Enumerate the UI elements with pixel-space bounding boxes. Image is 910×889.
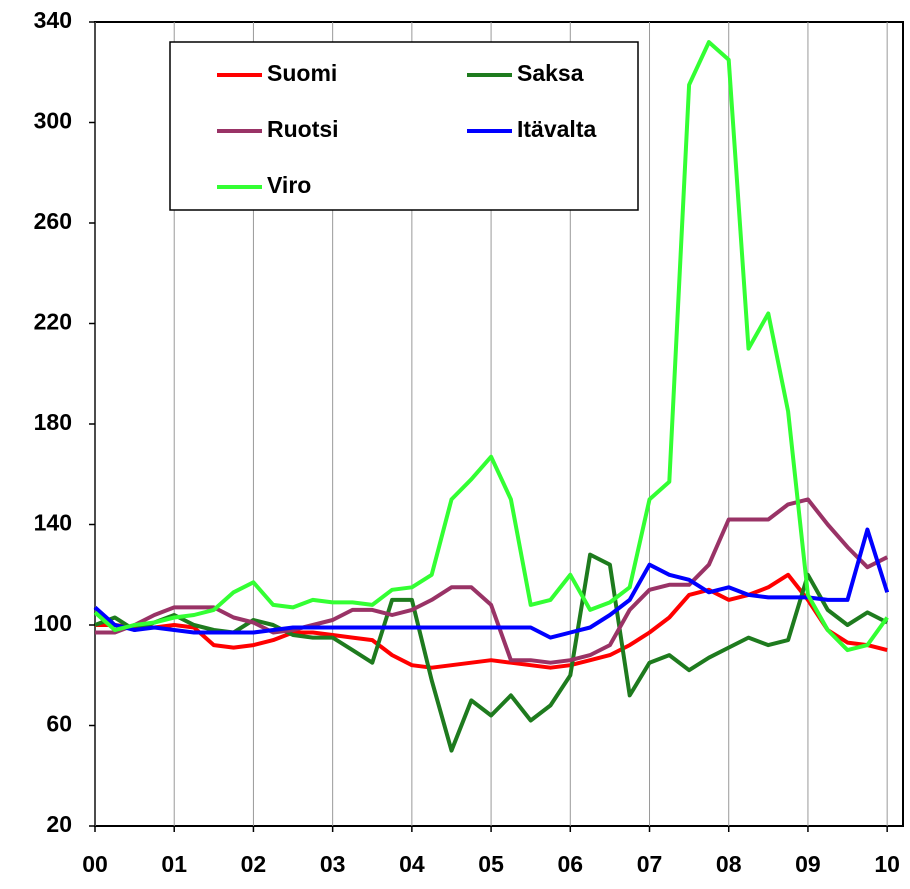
- legend-box: [169, 41, 639, 211]
- x-tick-label: 06: [557, 851, 583, 877]
- series-line: [95, 497, 889, 665]
- y-tick-label: 100: [34, 610, 72, 636]
- x-tick-label: 09: [795, 851, 821, 877]
- legend-label: Suomi: [267, 60, 337, 86]
- y-tick-label: 140: [34, 510, 72, 536]
- y-tick-label: 340: [34, 7, 72, 33]
- x-tick-label: 05: [478, 851, 504, 877]
- y-tick-label: 220: [34, 309, 72, 335]
- x-tick-label: 07: [637, 851, 663, 877]
- y-tick-label: 300: [34, 108, 72, 134]
- y-tick-label: 180: [34, 409, 72, 435]
- y-tick-label: 260: [34, 208, 72, 234]
- x-tick-label: 00: [82, 851, 108, 877]
- y-tick-label: 60: [46, 711, 72, 737]
- x-tick-label: 08: [716, 851, 742, 877]
- legend-label: Ruotsi: [267, 116, 339, 142]
- x-tick-label: 02: [241, 851, 267, 877]
- legend-label: Saksa: [517, 60, 584, 86]
- x-tick-label: 01: [161, 851, 187, 877]
- legend-label: Viro: [267, 172, 311, 198]
- x-tick-label: 03: [320, 851, 346, 877]
- x-tick-label: 10: [874, 851, 900, 877]
- legend-label: Itävalta: [517, 116, 596, 142]
- series-line: [93, 527, 890, 640]
- x-tick-label: 04: [399, 851, 425, 877]
- y-tick-label: 20: [46, 811, 72, 837]
- series-line: [95, 572, 888, 670]
- series-line: [93, 40, 889, 653]
